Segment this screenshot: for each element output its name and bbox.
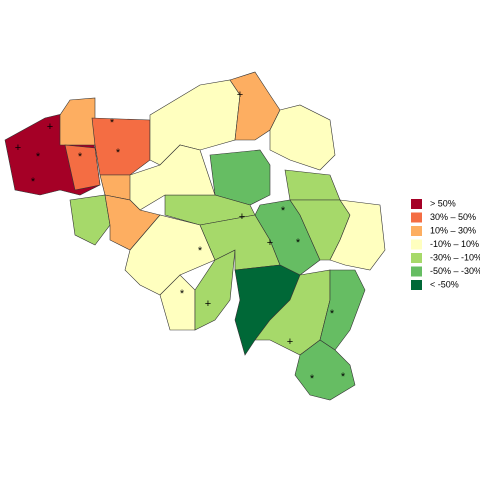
marker: * <box>110 117 115 129</box>
marker: * <box>296 237 301 249</box>
marker: + <box>47 121 53 133</box>
marker: + <box>205 298 211 310</box>
region <box>69 194 111 246</box>
legend-swatch <box>411 212 422 223</box>
region <box>59 97 96 146</box>
markers: + + * * * * * + * * * + * + + + * * * <box>15 89 346 385</box>
marker: * <box>180 288 185 300</box>
legend-swatch <box>411 239 422 250</box>
legend: > 50% 30% – 50% 10% – 30% -10% – 10% -30% – … <box>411 198 480 290</box>
legend-label: 10% – 30% <box>430 225 476 235</box>
marker: * <box>281 205 286 217</box>
region <box>149 79 241 166</box>
marker: * <box>78 151 83 163</box>
legend-label: < -50% <box>430 279 459 289</box>
region <box>269 104 336 171</box>
marker: + <box>239 211 245 223</box>
legend-label: -30% – -10% <box>430 252 480 262</box>
marker: + <box>237 89 243 101</box>
region <box>284 169 341 201</box>
region <box>294 339 356 401</box>
region <box>91 117 151 176</box>
marker: * <box>310 373 315 385</box>
legend-swatch <box>411 226 422 236</box>
region <box>329 199 386 271</box>
marker: * <box>116 147 121 159</box>
region <box>64 144 101 191</box>
marker: * <box>36 151 41 163</box>
marker: * <box>330 308 335 320</box>
legend-label: 30% – 50% <box>430 212 476 222</box>
marker: + <box>287 336 293 348</box>
legend-label: -50% – -30% <box>430 266 480 276</box>
marker: * <box>198 245 203 257</box>
legend-swatch <box>411 280 422 290</box>
regions <box>4 71 386 401</box>
legend-swatch <box>411 253 422 263</box>
marker: * <box>31 176 36 188</box>
legend-label: > 50% <box>430 198 456 208</box>
marker: + <box>267 237 273 249</box>
legend-swatch <box>411 199 422 209</box>
legend-swatch <box>411 266 422 277</box>
marker: + <box>15 142 21 154</box>
marker: * <box>341 371 346 383</box>
legend-label: -10% – 10% <box>430 239 479 249</box>
region <box>319 269 366 351</box>
